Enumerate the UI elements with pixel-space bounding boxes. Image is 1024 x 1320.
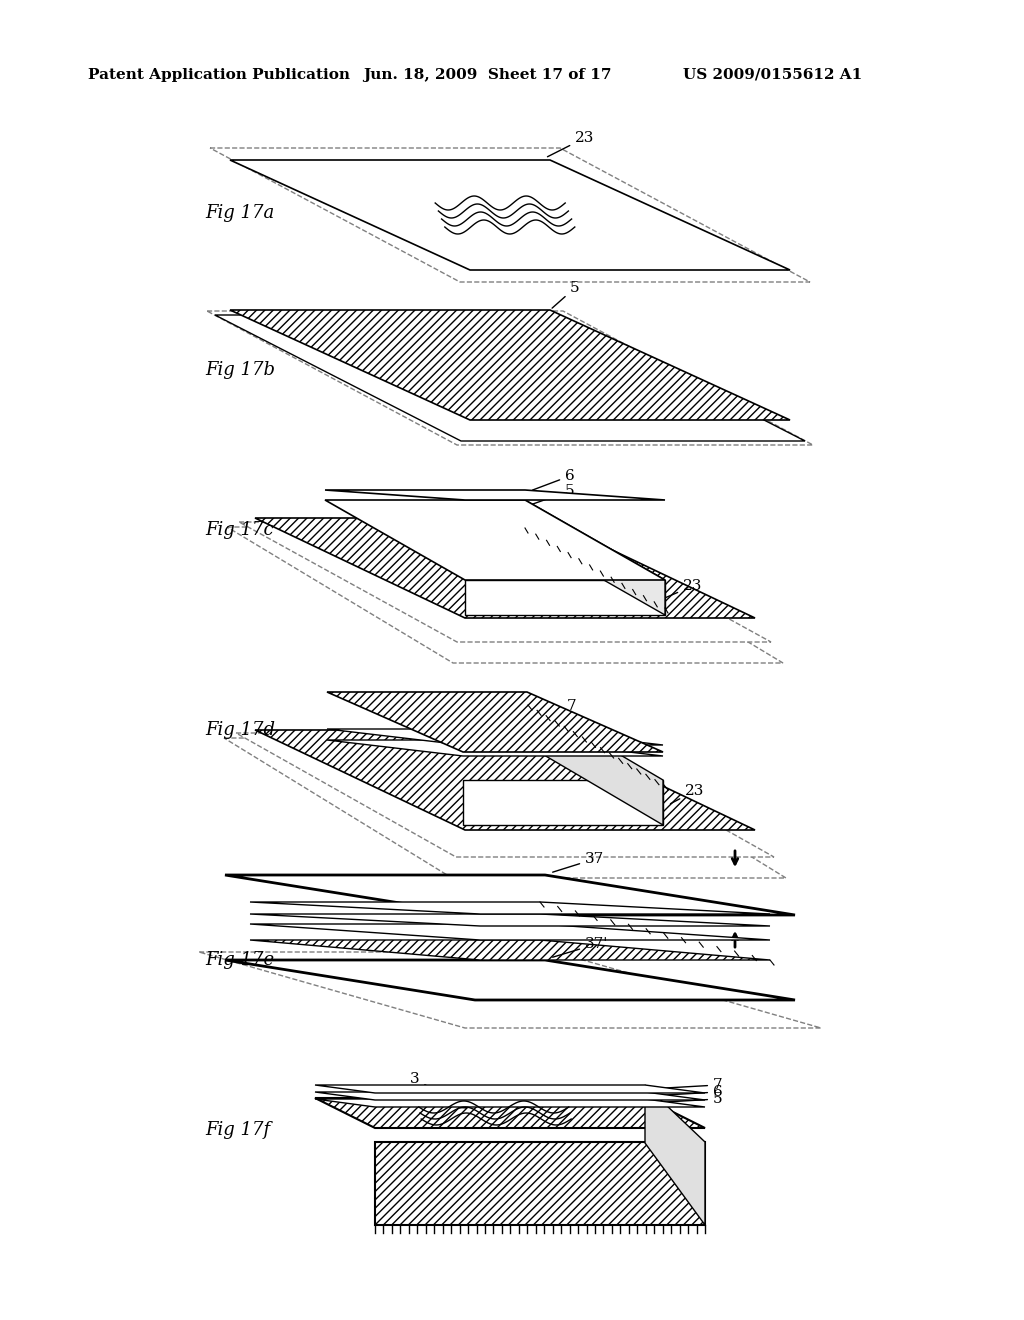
Polygon shape <box>255 517 755 618</box>
Polygon shape <box>250 940 770 960</box>
Text: Fig 17a: Fig 17a <box>205 205 274 222</box>
Polygon shape <box>327 692 663 752</box>
Polygon shape <box>315 1100 705 1107</box>
Text: Patent Application Publication: Patent Application Publication <box>88 69 350 82</box>
Text: 6: 6 <box>532 469 574 490</box>
Polygon shape <box>315 1085 705 1093</box>
Text: 5: 5 <box>531 729 577 750</box>
Polygon shape <box>645 1085 705 1225</box>
Polygon shape <box>210 148 810 282</box>
Polygon shape <box>225 960 795 1001</box>
Polygon shape <box>315 1098 705 1129</box>
Polygon shape <box>230 310 790 420</box>
Text: 37: 37 <box>553 851 604 873</box>
Polygon shape <box>215 315 805 441</box>
Text: 5: 5 <box>651 1092 723 1106</box>
Polygon shape <box>250 902 770 913</box>
Polygon shape <box>227 527 783 663</box>
Polygon shape <box>199 952 821 1028</box>
Text: 7: 7 <box>531 700 577 719</box>
Text: Fig 17b: Fig 17b <box>205 360 275 379</box>
Text: 5: 5 <box>552 281 580 308</box>
Polygon shape <box>255 730 755 830</box>
Polygon shape <box>327 741 663 756</box>
Polygon shape <box>315 1092 705 1100</box>
Text: Fig 17e: Fig 17e <box>205 950 274 969</box>
Polygon shape <box>230 160 790 271</box>
Text: 6: 6 <box>531 715 577 737</box>
Polygon shape <box>325 500 665 579</box>
Text: 7: 7 <box>651 1078 723 1092</box>
Polygon shape <box>236 733 774 857</box>
Text: Fig 17f: Fig 17f <box>205 1121 270 1139</box>
Polygon shape <box>463 780 663 825</box>
Text: 23: 23 <box>663 579 702 599</box>
Text: 5: 5 <box>532 484 574 504</box>
Text: 3: 3 <box>410 1072 466 1107</box>
Text: 37': 37' <box>553 937 608 957</box>
Polygon shape <box>375 1142 705 1225</box>
Text: Jun. 18, 2009  Sheet 17 of 17: Jun. 18, 2009 Sheet 17 of 17 <box>362 69 611 82</box>
Polygon shape <box>465 579 665 615</box>
Text: 6: 6 <box>651 1085 723 1100</box>
Text: Fig 17c: Fig 17c <box>205 521 273 539</box>
Polygon shape <box>525 500 665 615</box>
Text: 23: 23 <box>671 784 705 804</box>
Polygon shape <box>250 924 770 940</box>
Polygon shape <box>527 700 663 825</box>
Polygon shape <box>224 738 786 878</box>
Polygon shape <box>239 521 771 642</box>
Polygon shape <box>325 490 665 500</box>
Polygon shape <box>250 913 770 927</box>
Polygon shape <box>327 729 663 744</box>
Polygon shape <box>207 312 813 445</box>
Text: Fig 17d: Fig 17d <box>205 721 275 739</box>
Text: US 2009/0155612 A1: US 2009/0155612 A1 <box>683 69 862 82</box>
Polygon shape <box>225 875 795 915</box>
Text: 23: 23 <box>548 131 594 157</box>
